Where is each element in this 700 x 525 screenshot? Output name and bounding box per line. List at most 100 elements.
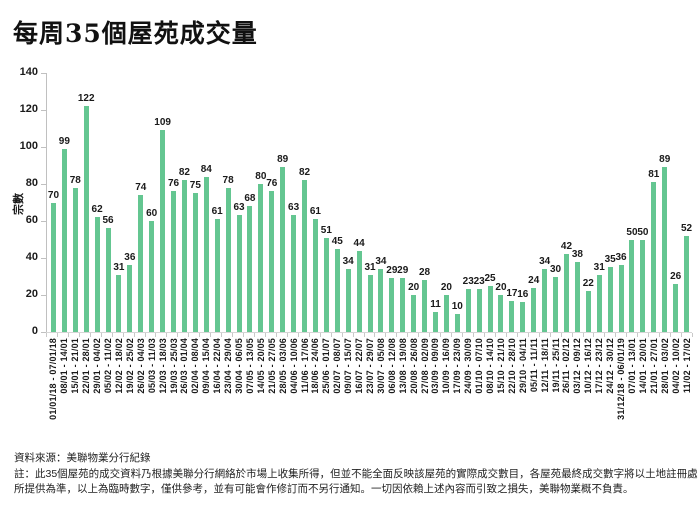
bar-value-label: 38 bbox=[571, 248, 583, 260]
x-tick-label: 15/01 - 21/01 bbox=[70, 338, 81, 394]
bar-value-label: 29 bbox=[397, 265, 409, 277]
bar bbox=[269, 191, 275, 332]
x-axis-tick bbox=[549, 333, 551, 337]
bar bbox=[192, 193, 198, 332]
x-tick-label: 04/06 - 10/06 bbox=[288, 338, 299, 394]
bar-value-label: 80 bbox=[255, 171, 267, 182]
bar-value-label: 20 bbox=[495, 282, 507, 293]
bar-value-label: 20 bbox=[440, 282, 452, 293]
x-axis-tick bbox=[473, 333, 475, 337]
x-tick-label: 08/01 - 14/01 bbox=[59, 338, 70, 394]
x-tick-label: 26/02 - 04/03 bbox=[135, 338, 146, 394]
bar bbox=[487, 285, 493, 332]
bar-value-label: 82 bbox=[298, 167, 311, 179]
bar-value-label: 78 bbox=[222, 174, 234, 186]
y-tick-label: 0 bbox=[31, 325, 38, 337]
x-axis-tick bbox=[494, 333, 496, 337]
x-tick-label: 16/04 - 22/04 bbox=[212, 338, 223, 394]
bar-value-label: 25 bbox=[484, 272, 496, 284]
x-axis-tick bbox=[100, 333, 102, 337]
x-tick-label: 05/03 - 11/03 bbox=[146, 338, 157, 394]
bar-value-label: 122 bbox=[77, 93, 95, 105]
x-tick-label: 19/11 - 25/11 bbox=[550, 338, 561, 393]
x-axis-tick bbox=[199, 333, 201, 337]
x-tick-label: 28/01 - 03/02 bbox=[659, 338, 670, 394]
x-tick-label: 07/05 - 13/05 bbox=[244, 338, 255, 394]
bar bbox=[302, 180, 307, 332]
x-tick-label: 23/04 - 29/04 bbox=[223, 338, 234, 394]
x-axis-tick bbox=[483, 333, 485, 337]
bar-value-label: 109 bbox=[154, 117, 171, 129]
bar-value-label: 10 bbox=[451, 300, 463, 312]
bar bbox=[585, 291, 591, 332]
bar-value-label: 63 bbox=[288, 202, 300, 214]
bar-value-label: 76 bbox=[266, 178, 278, 190]
bar bbox=[465, 289, 471, 332]
y-tick-label: 60 bbox=[25, 214, 38, 226]
x-axis-tick bbox=[451, 333, 453, 337]
bar bbox=[214, 219, 220, 332]
x-axis-tick bbox=[155, 333, 157, 337]
x-axis-tick bbox=[133, 333, 135, 337]
x-axis-tick bbox=[363, 333, 365, 337]
x-axis-tick bbox=[637, 333, 639, 337]
x-axis-tick bbox=[440, 333, 442, 337]
bar-value-label: 84 bbox=[200, 163, 212, 175]
bar-value-label: 30 bbox=[549, 263, 562, 275]
x-tick-label: 15/10 - 21/10 bbox=[495, 338, 506, 394]
y-axis-tick bbox=[41, 295, 46, 296]
x-tick-label: 14/01 - 20/01 bbox=[637, 338, 648, 394]
x-axis-tick bbox=[418, 333, 420, 337]
bar bbox=[171, 191, 177, 332]
bar bbox=[280, 167, 286, 332]
bar bbox=[94, 217, 100, 332]
x-tick-label: 03/12 - 09/12 bbox=[572, 338, 583, 394]
y-axis-tick bbox=[41, 147, 46, 148]
bar-value-label: 34 bbox=[375, 256, 387, 268]
x-axis-tick bbox=[264, 333, 266, 337]
x-tick-label: 31/12/18 - 06/01/19 bbox=[616, 338, 627, 420]
x-axis-tick bbox=[330, 333, 332, 337]
x-axis-tick bbox=[407, 333, 409, 337]
bar-value-label: 44 bbox=[353, 237, 365, 249]
x-tick-label: 09/07 - 15/07 bbox=[343, 338, 354, 394]
x-tick-label: 11/06 - 17/06 bbox=[299, 338, 310, 394]
x-tick-label: 01/01/18 - 07/01/18 bbox=[48, 338, 59, 420]
bar bbox=[662, 167, 668, 332]
footer-note-line-1: 註：此35個屋苑的成交資料乃根據美聯分行網絡於市場上收集所得，但並不能全面反映該… bbox=[14, 468, 698, 480]
x-axis-tick bbox=[462, 333, 464, 337]
bar-value-label: 17 bbox=[506, 287, 518, 299]
x-tick-label: 29/01 - 04/02 bbox=[92, 338, 103, 394]
x-tick-label: 17/09 - 23/09 bbox=[452, 338, 463, 394]
x-axis-tick bbox=[374, 333, 376, 337]
bar bbox=[618, 265, 624, 332]
bar-value-label: 34 bbox=[342, 256, 354, 268]
bar bbox=[72, 187, 78, 332]
bar-value-label: 60 bbox=[146, 208, 158, 219]
x-tick-label: 24/12 - 30/12 bbox=[605, 338, 616, 394]
x-axis-tick bbox=[78, 333, 80, 337]
x-tick-label: 02/07 - 08/07 bbox=[332, 338, 343, 394]
bar-value-label: 61 bbox=[309, 206, 321, 218]
bar-value-label: 23 bbox=[473, 276, 485, 288]
x-tick-label: 10/09 - 16/09 bbox=[441, 338, 452, 394]
bar bbox=[236, 215, 242, 332]
bar-value-label: 51 bbox=[320, 224, 332, 236]
bar-value-label: 36 bbox=[124, 252, 136, 264]
x-axis-tick bbox=[582, 333, 584, 337]
x-axis-tick bbox=[341, 333, 343, 337]
bar-value-label: 24 bbox=[528, 274, 540, 286]
bar-value-label: 11 bbox=[430, 298, 441, 310]
x-axis-tick bbox=[429, 333, 431, 337]
x-tick-label: 22/01 - 28/01 bbox=[81, 338, 92, 394]
x-axis-tick bbox=[286, 333, 288, 337]
x-tick-label: 18/06 - 24/06 bbox=[310, 338, 321, 394]
x-tick-label: 08/10 - 14/10 bbox=[485, 338, 496, 394]
bar bbox=[607, 267, 613, 332]
bar bbox=[291, 215, 297, 332]
y-axis-tick bbox=[41, 258, 46, 259]
x-axis-tick bbox=[352, 333, 354, 337]
bar-value-label: 89 bbox=[277, 154, 289, 166]
x-axis-tick bbox=[67, 333, 69, 337]
x-tick-label: 22/10 - 28/10 bbox=[506, 338, 517, 394]
